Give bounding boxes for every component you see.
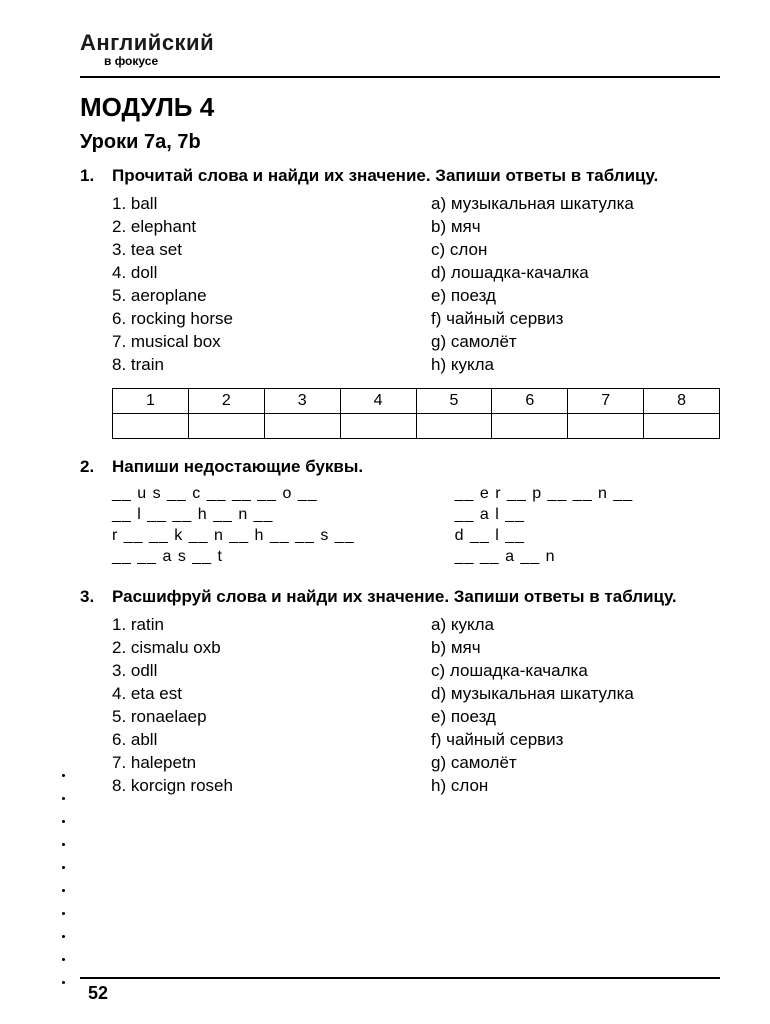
logo: Английский в фокусе bbox=[80, 30, 720, 68]
task-2-right-column: __ e r __ p __ __ n __ __ a l __ d __ l … bbox=[455, 485, 634, 569]
table-cell[interactable] bbox=[416, 414, 492, 439]
list-item: e) поезд bbox=[431, 286, 720, 306]
table-cell[interactable] bbox=[264, 414, 340, 439]
task-2-instruction: Напиши недостающие буквы. bbox=[112, 457, 363, 477]
table-header: 2 bbox=[188, 389, 264, 414]
answer-table-1: 1 2 3 4 5 6 7 8 bbox=[112, 388, 720, 439]
list-item: 8. train bbox=[112, 355, 401, 375]
list-item: b) мяч bbox=[431, 638, 720, 658]
list-item: 5. ronaelaep bbox=[112, 707, 401, 727]
fill-blank[interactable]: r __ __ k __ n __ h __ __ s __ bbox=[112, 527, 355, 545]
task-1-left-column: 1. ball 2. elephant 3. tea set 4. doll 5… bbox=[112, 194, 401, 378]
fill-blank[interactable]: __ l __ __ h __ n __ bbox=[112, 506, 355, 524]
worksheet-page: Английский в фокусе МОДУЛЬ 4 Уроки 7a, 7… bbox=[0, 0, 770, 1024]
table-cell[interactable] bbox=[340, 414, 416, 439]
task-2-number: 2. bbox=[80, 457, 98, 477]
list-item: 7. halepetn bbox=[112, 753, 401, 773]
list-item: g) самолёт bbox=[431, 332, 720, 352]
list-item: f) чайный сервиз bbox=[431, 309, 720, 329]
fill-blank[interactable]: d __ l __ bbox=[455, 527, 634, 545]
list-item: g) самолёт bbox=[431, 753, 720, 773]
fill-blank[interactable]: __ u s __ c __ __ __ o __ bbox=[112, 485, 355, 503]
table-cell[interactable] bbox=[644, 414, 720, 439]
fill-blank[interactable]: __ __ a s __ t bbox=[112, 548, 355, 566]
task-3-instruction: Расшифруй слова и найди их значение. Зап… bbox=[112, 587, 677, 607]
logo-sub: в фокусе bbox=[104, 54, 720, 68]
list-item: c) слон bbox=[431, 240, 720, 260]
table-header: 1 bbox=[113, 389, 189, 414]
list-item: 8. korcign roseh bbox=[112, 776, 401, 796]
table-header: 8 bbox=[644, 389, 720, 414]
page-number: 52 bbox=[88, 983, 720, 1004]
module-title: МОДУЛЬ 4 bbox=[80, 92, 720, 123]
logo-main: Английский bbox=[80, 30, 720, 56]
list-item: 6. abll bbox=[112, 730, 401, 750]
task-1-right-column: a) музыкальная шкатулка b) мяч c) слон d… bbox=[431, 194, 720, 378]
list-item: f) чайный сервиз bbox=[431, 730, 720, 750]
list-item: d) лошадка-качалка bbox=[431, 263, 720, 283]
fill-blank[interactable]: __ a l __ bbox=[455, 506, 634, 524]
list-item: 1. ratin bbox=[112, 615, 401, 635]
list-item: e) поезд bbox=[431, 707, 720, 727]
list-item: 4. eta est bbox=[112, 684, 401, 704]
table-cell[interactable] bbox=[113, 414, 189, 439]
fill-blank[interactable]: __ __ a __ n bbox=[455, 548, 634, 566]
table-header: 4 bbox=[340, 389, 416, 414]
table-cell[interactable] bbox=[492, 414, 568, 439]
table-header: 6 bbox=[492, 389, 568, 414]
task-3-number: 3. bbox=[80, 587, 98, 607]
binding-dots bbox=[62, 60, 70, 984]
list-item: 1. ball bbox=[112, 194, 401, 214]
task-2: 2. Напиши недостающие буквы. __ u s __ c… bbox=[80, 457, 720, 569]
task-3-left-column: 1. ratin 2. cismalu oxb 3. odll 4. eta e… bbox=[112, 615, 401, 799]
task-3-right-column: a) кукла b) мяч c) лошадка-качалка d) му… bbox=[431, 615, 720, 799]
task-2-left-column: __ u s __ c __ __ __ o __ __ l __ __ h _… bbox=[112, 485, 355, 569]
list-item: 7. musical box bbox=[112, 332, 401, 352]
list-item: 2. elephant bbox=[112, 217, 401, 237]
table-header: 7 bbox=[568, 389, 644, 414]
list-item: 3. tea set bbox=[112, 240, 401, 260]
table-cell[interactable] bbox=[188, 414, 264, 439]
list-item: h) слон bbox=[431, 776, 720, 796]
list-item: 3. odll bbox=[112, 661, 401, 681]
list-item: b) мяч bbox=[431, 217, 720, 237]
list-item: 5. aeroplane bbox=[112, 286, 401, 306]
list-item: 4. doll bbox=[112, 263, 401, 283]
task-3: 3. Расшифруй слова и найди их значение. … bbox=[80, 587, 720, 799]
list-item: a) кукла bbox=[431, 615, 720, 635]
top-rule bbox=[80, 76, 720, 78]
footer: 52 bbox=[80, 977, 720, 1004]
table-header: 3 bbox=[264, 389, 340, 414]
task-1-number: 1. bbox=[80, 166, 98, 186]
list-item: 2. cismalu oxb bbox=[112, 638, 401, 658]
list-item: c) лошадка-качалка bbox=[431, 661, 720, 681]
list-item: h) кукла bbox=[431, 355, 720, 375]
table-cell[interactable] bbox=[568, 414, 644, 439]
task-1: 1. Прочитай слова и найди их значение. З… bbox=[80, 166, 720, 439]
list-item: 6. rocking horse bbox=[112, 309, 401, 329]
list-item: d) музыкальная шкатулка bbox=[431, 684, 720, 704]
table-header: 5 bbox=[416, 389, 492, 414]
fill-blank[interactable]: __ e r __ p __ __ n __ bbox=[455, 485, 634, 503]
footer-rule bbox=[80, 977, 720, 979]
list-item: a) музыкальная шкатулка bbox=[431, 194, 720, 214]
task-1-instruction: Прочитай слова и найди их значение. Запи… bbox=[112, 166, 658, 186]
lesson-title: Уроки 7a, 7b bbox=[80, 131, 720, 154]
